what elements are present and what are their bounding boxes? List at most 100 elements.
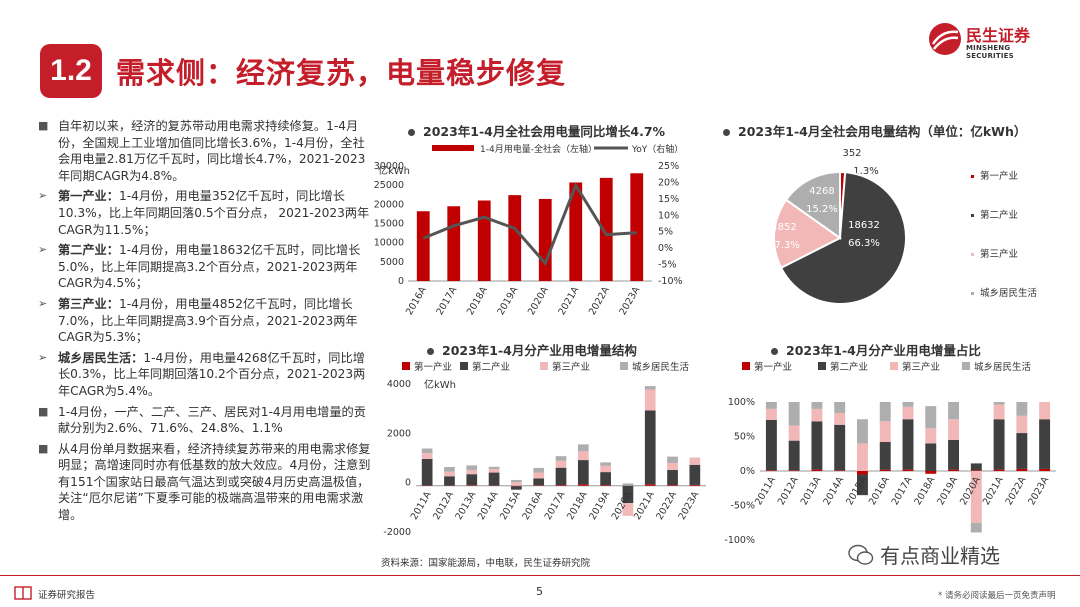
chart2-legend-swatch (971, 175, 974, 178)
chart3-bar-segment (466, 470, 478, 475)
chart3-bar-segment (421, 458, 433, 486)
chart2-legend-swatch (971, 253, 974, 256)
chart4-bar-segment (925, 471, 937, 474)
chart4-bar-segment (1039, 402, 1051, 420)
footer-divider (0, 575, 1080, 576)
chart3-legend-swatch (402, 362, 410, 370)
chart1-left-tick-label: 25000 (374, 180, 404, 191)
bullet-marker: ■ (38, 119, 49, 132)
chart1-left-tick-label: 10000 (374, 238, 404, 249)
chart3-y-tick-label: 2000 (387, 428, 411, 439)
chart4-bar-segment (970, 522, 982, 533)
chart2-legend-swatch (971, 214, 974, 217)
chart3-bar-segment (577, 460, 589, 485)
chart1-right-tick-label: 20% (658, 177, 679, 188)
chart3-bar-segment (667, 456, 678, 464)
chart4-y-tick-label: 0% (740, 466, 755, 477)
chart1-svg: 1-4月用电量-全社会（左轴） YoY（右轴） 亿kWh 0 5000 10000 1500… (374, 143, 684, 317)
chart4-bar-segment (993, 469, 1005, 471)
page-title: 需求侧：经济复苏，电量稳步修复 (116, 56, 567, 90)
chart4-title-dot (771, 348, 778, 355)
chart4-bar-segment (1016, 468, 1028, 471)
bullet-bold-lead: 第一产业： (58, 189, 119, 204)
chart4-bar-segment (788, 440, 800, 471)
chart1-left-tick-label: 30000 (374, 161, 404, 172)
chart3-title-text: 2023年1-4月分产业用电增量结构 (442, 343, 637, 358)
chart4-bar-segment (765, 408, 777, 420)
bullet-item: ➢ 第二产业：1-4月份，用电量18632亿千瓦时，同比增长5.0%，比上年同期提… (36, 242, 374, 292)
chart4-x-tick-label: 2021A (981, 475, 1006, 507)
chart4-x-tick-label: 2014A (821, 475, 846, 507)
chart3-legend-label: 第二产业 (472, 361, 510, 373)
chart4-legend-swatch (890, 362, 898, 370)
chart3-x-tick-label: 2011A (409, 489, 434, 521)
bullet-item: ➢ 城乡居民生活：1-4月份，用电量4268亿千瓦时，同比增长0.3%，比上年同期… (36, 350, 374, 400)
chart4-bar-segment (1016, 415, 1028, 434)
chart3-legend-label: 城乡居民生活 (632, 361, 690, 373)
chart4-bar-segment (765, 402, 777, 409)
chart3-bar-segment (577, 444, 589, 452)
chart3-bar-segment (511, 479, 522, 483)
chart1-left-tick-label: 0 (398, 276, 404, 287)
watermark: 有点商业精选 (848, 540, 1000, 569)
chart3-bar-segment (444, 467, 455, 472)
chart1-bar (630, 173, 644, 281)
chart4-x-tick-label: 2022A (1004, 475, 1029, 507)
chart4-bar-segment (1039, 419, 1051, 469)
chart4-bar-segment (765, 419, 777, 471)
chart3-bar-segment (644, 410, 656, 485)
bullet-text: 自年初以来，经济的复苏带动用电需求持续修复。1-4月份，全国规上工业增加值同比增… (58, 119, 366, 183)
chart4-x-tick-label: 2011A (753, 475, 778, 507)
chart4-bar-segment (902, 419, 914, 470)
chart3-bar-segment (689, 484, 701, 486)
chart2-slice-value-label: 4852 (771, 222, 796, 233)
chart4-bar-segment (925, 428, 937, 444)
chart3-bar-segment (533, 478, 545, 486)
chart3-bar-segment (689, 457, 701, 465)
chart3-legend-label: 第三产业 (552, 361, 590, 373)
chart4-bar-segment (1016, 402, 1028, 416)
chart4-bar-segment (811, 402, 823, 409)
chart3-x-tick-label: 2019A (587, 489, 612, 521)
chart4-x-tick-label: 2016A (867, 475, 892, 507)
bullet-text: 1-4月份，用电量18632亿千瓦时，同比增长5.0%，比上年同期提高3.2个百… (58, 243, 361, 291)
chart3-bar-segment (555, 460, 567, 468)
chart4-bar-segment (879, 402, 891, 422)
chart3-bar-segment (444, 471, 455, 477)
chart4-bar-segment (993, 419, 1005, 470)
chart3-bar-segment (466, 474, 478, 486)
chart2-legend-label: 第二产业 (980, 209, 1018, 221)
chart4-y-tick-label: -100% (724, 535, 755, 544)
chart4-bar-segment (788, 470, 800, 471)
chart2-slice-value-label: 352 (842, 148, 861, 159)
chart3-x-tick-label: 2022A (654, 489, 679, 521)
chart3-legend-swatch (620, 362, 628, 370)
brand-name-cn: 民生证券 (966, 26, 1031, 45)
chart2-slice-value-label: 4268 (809, 186, 834, 197)
chart4-bar-segment (948, 419, 960, 440)
chart1-left-tick-label: 20000 (374, 199, 404, 210)
chart4-bar-segment (834, 402, 846, 414)
chart3-bar-segment (600, 472, 611, 486)
chart4-bar-segment (993, 402, 1005, 405)
chart2-legend-swatch (971, 292, 974, 295)
chart3-bar-segment (622, 485, 634, 504)
chart4-legend-label: 第三产业 (902, 361, 940, 373)
wechat-icon (848, 544, 874, 565)
chart1-x-tick-label: 2020A (526, 285, 551, 317)
chart2-slice-pct-label: 66.3% (848, 238, 880, 249)
chart3-x-tick-label: 2013A (453, 489, 478, 521)
chart4-bar-segment (811, 421, 823, 470)
chart4-legend-label: 第一产业 (754, 361, 792, 373)
chart4-bar-segment (948, 439, 960, 470)
chart4-svg: 第一产业 第二产业 第三产业 城乡居民生活 -100% -50% 0% 50% 100% 2011… (724, 361, 1056, 544)
chart3-bar-segment (622, 503, 634, 516)
chart4-bar-segment (856, 443, 868, 471)
chart3-bar-segment (644, 484, 656, 486)
chart4-bar-segment (970, 463, 982, 471)
chart3-bar-segment (577, 484, 589, 486)
chart3-bar-segment (600, 465, 611, 473)
chart3-title: 2023年1-4月分产业用电增量结构 (427, 340, 637, 359)
chart4-x-tick-label: 2012A (776, 475, 801, 507)
bullet-item: ■ 从4月份单月数据来看，经济持续复苏带来的用电需求修复明显；高增速同时亦有低基数… (36, 441, 374, 524)
